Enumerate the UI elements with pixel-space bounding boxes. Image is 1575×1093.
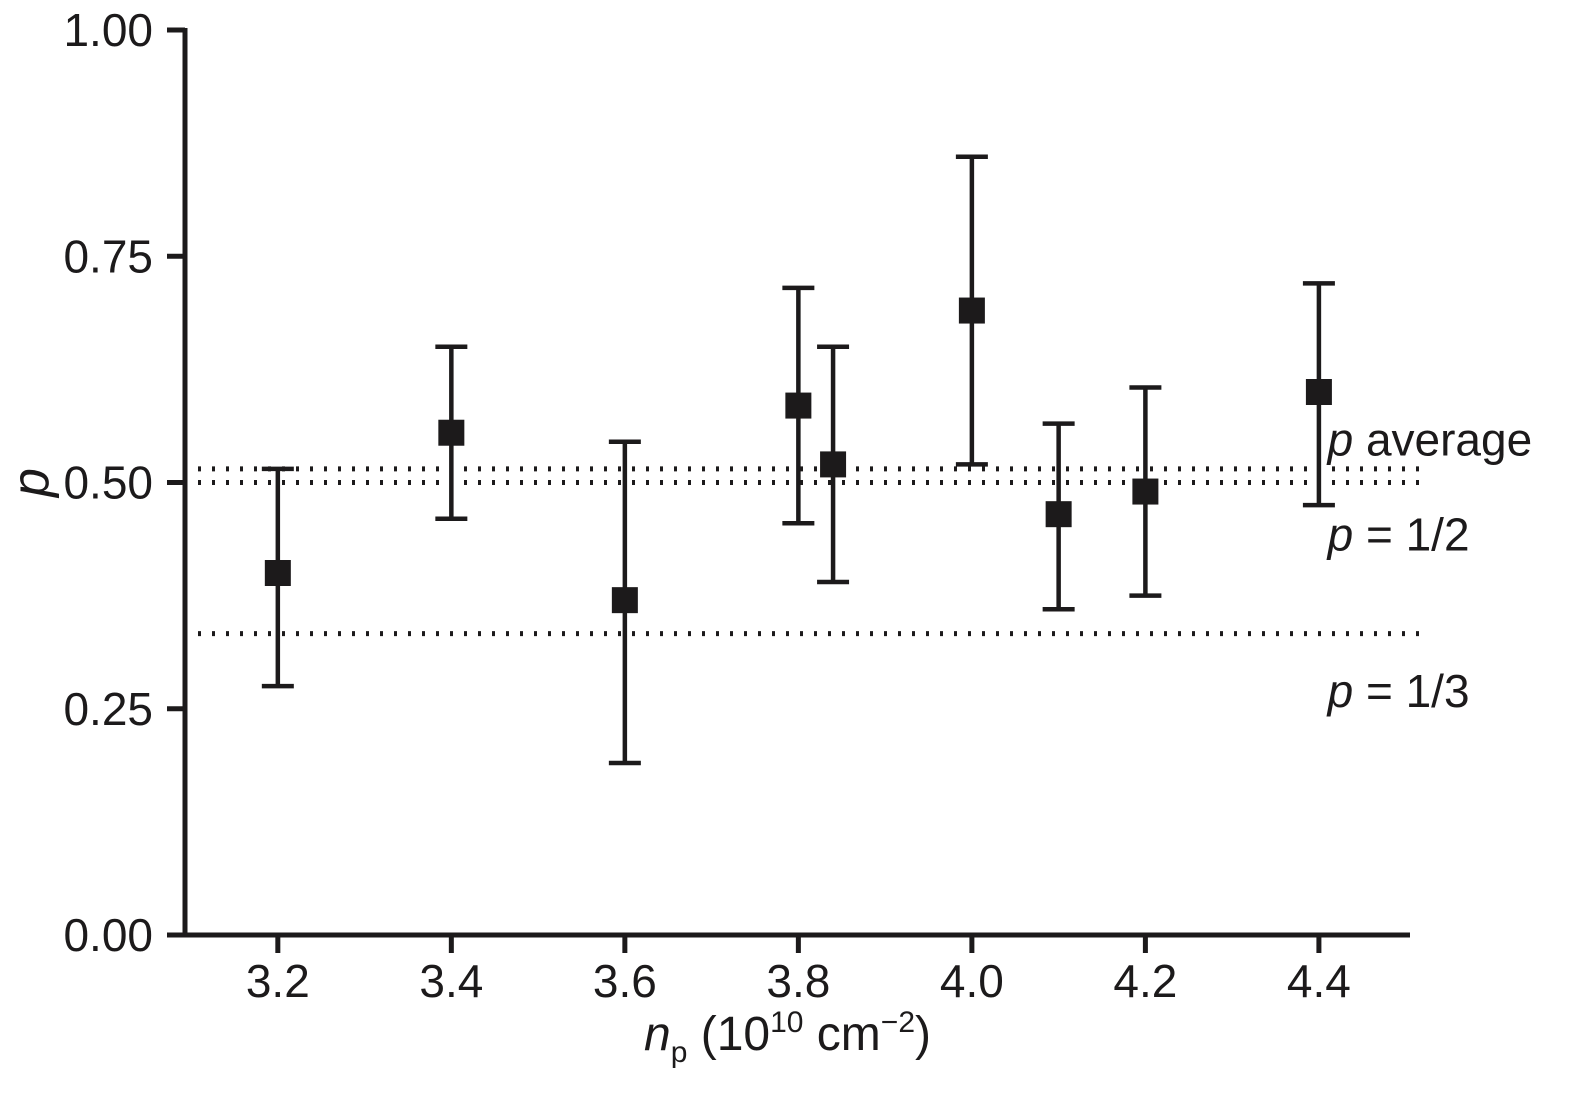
x-tick-label: 3.4 [419,955,483,1007]
data-point [1042,421,1075,612]
x-tick-label: 3.6 [593,955,657,1007]
data-point [1302,281,1335,508]
y-tick-label: 1.00 [63,4,153,56]
data-point [955,154,988,467]
data-point-marker [1132,478,1159,505]
data-point [1129,385,1162,598]
reference-line-label: p average [1326,413,1533,465]
y-tick-label: 0.75 [63,230,153,282]
y-axis-label: p [2,468,60,499]
data-point-marker [785,392,812,419]
y-tick-label: 0.25 [63,683,153,735]
x-tick-label: 3.8 [766,955,830,1007]
y-tick-label: 0.50 [63,457,153,509]
data-point-marker [958,297,985,324]
data-point-marker [438,419,465,446]
data-point [608,439,641,766]
data-point-marker [1045,501,1072,528]
data-point [435,344,468,521]
reference-line-label: p = 1/3 [1326,665,1470,717]
data-point-marker [820,451,847,478]
x-tick-label: 4.2 [1113,955,1177,1007]
data-point [782,285,815,526]
data-point-marker [1305,379,1332,405]
x-tick-label: 4.4 [1287,955,1351,1007]
x-tick-label: 3.2 [246,955,310,1007]
y-tick-label: 0.00 [63,909,153,961]
data-point-marker [264,560,291,586]
x-axis-label: np (1010 cm−2) [644,1006,931,1069]
data-point-marker [611,587,638,614]
reference-line-label: p = 1/2 [1326,508,1470,560]
x-tick-label: 4.0 [940,955,1004,1007]
data-point [817,344,850,585]
data-point [261,466,294,689]
